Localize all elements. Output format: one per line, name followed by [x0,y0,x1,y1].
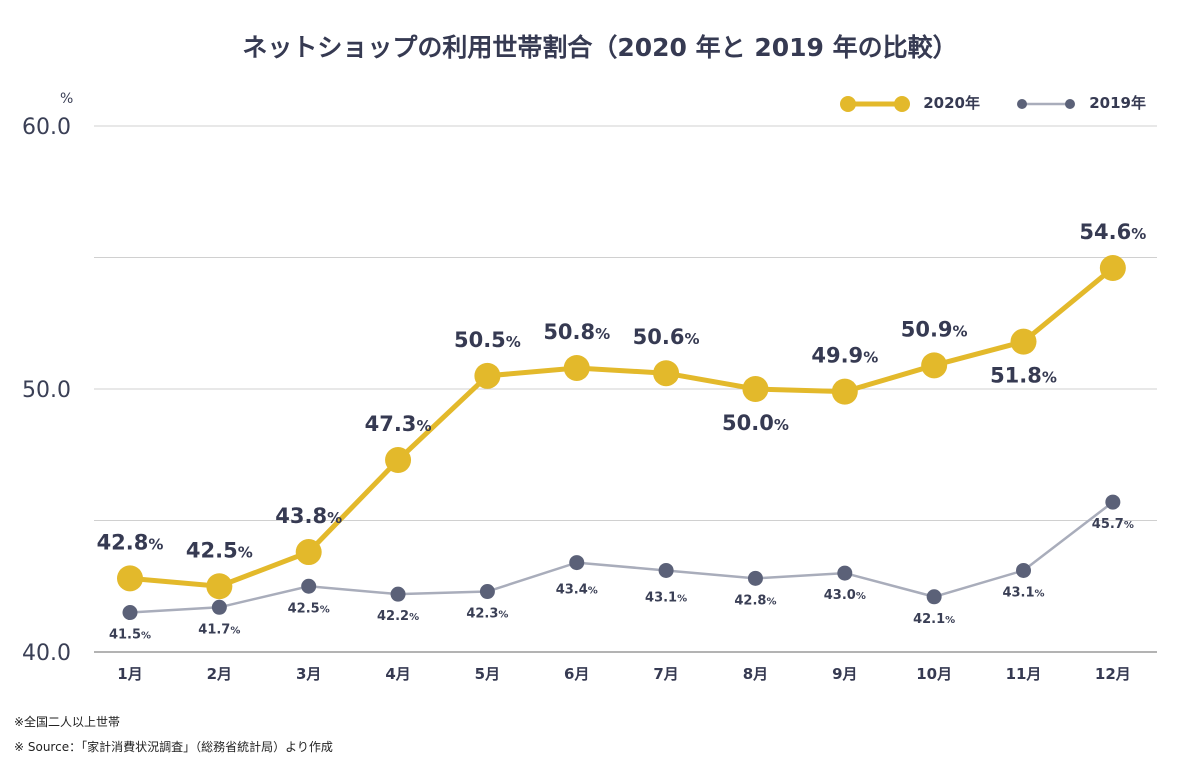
x-tick-label: 5月 [475,665,500,683]
data-point-2019 [926,589,942,605]
legend-label-2020: 2020年 [923,94,980,112]
data-point-2019 [569,555,585,571]
legend-swatch-2020 [840,95,910,112]
data-point-2019 [1016,562,1031,578]
data-point-2020 [742,376,769,402]
x-tick-label: 1月 [117,665,142,683]
x-tick-label: 4月 [385,665,410,683]
data-label-2020: 50.0% [722,411,789,435]
y-tick-label: 60.0 [22,115,71,140]
footnote-households: ※全国二人以上世帯 [14,715,121,729]
x-tick-label: 2月 [207,665,232,683]
data-label-2019: 43.1% [1002,585,1044,600]
data-label-2019: 43.1% [645,590,687,605]
data-point-2020 [1099,255,1126,282]
legend-label-2019: 2019年 [1089,94,1146,112]
data-label-2020: 51.8% [990,364,1057,388]
data-point-2019 [837,565,853,581]
legend-item-2020: 2020年 [838,92,980,114]
data-point-2019 [211,599,227,615]
legend-swatch-2019 [1017,98,1075,109]
data-point-2020 [921,352,948,379]
data-point-2019 [390,586,406,602]
data-point-2019 [747,570,763,586]
data-label-2020: 49.9% [811,344,878,368]
data-point-2020 [831,378,858,405]
footnote-source: ※ Source：「家計消費状況調査」（総務省統計局）より作成 [14,740,333,754]
data-point-2019 [122,605,138,621]
data-point-2019 [658,562,674,578]
data-label-2019: 42.8% [734,593,776,608]
y-tick-label: 50.0 [22,378,71,403]
data-label-2020: 42.8% [97,530,164,554]
data-point-2020 [295,539,322,566]
data-label-2019: 42.5% [288,601,330,616]
data-label-2019: 42.3% [466,607,508,622]
data-label-2019: 43.4% [556,583,598,598]
data-label-2019: 42.1% [913,612,955,627]
data-point-2020 [563,354,590,381]
x-tick-label: 3月 [296,665,321,683]
x-tick-label: 10月 [916,665,952,683]
data-point-2020 [385,447,412,474]
x-tick-label: 9月 [832,665,857,683]
data-label-2020: 42.5% [186,538,253,562]
data-label-2020: 54.6% [1079,220,1146,244]
data-point-2019 [479,584,495,600]
legend-item-2019: 2019年 [1014,92,1146,114]
data-label-2020: 50.5% [454,328,521,352]
data-label-2019: 41.5% [109,628,151,643]
data-point-2019 [1105,494,1121,510]
data-label-2020: 50.9% [901,317,968,341]
data-label-2020: 50.8% [543,320,610,344]
data-label-2019: 45.7% [1092,517,1134,532]
data-label-2019: 41.7% [198,622,240,637]
data-point-2020 [117,565,143,592]
data-label-2019: 42.2% [377,609,419,624]
series-line-2019 [129,501,1114,614]
data-point-2020 [206,573,233,600]
data-label-2020: 50.6% [633,325,700,349]
x-tick-label: 11月 [1006,665,1042,683]
data-label-2020: 43.8% [275,504,342,528]
data-label-2020: 47.3% [365,412,432,436]
data-point-2020 [653,360,680,387]
data-label-2019: 43.0% [824,588,866,603]
x-tick-label: 6月 [564,665,589,683]
chart-title: ネットショップの利用世帯割合（2020 年と 2019 年の比較） [242,33,958,62]
series-line-2020 [129,266,1115,589]
x-tick-label: 8月 [743,665,768,683]
y-tick-label: 40.0 [22,641,71,666]
x-tick-label: 7月 [653,665,678,683]
data-point-2019 [301,578,317,594]
y-axis-unit: % [60,91,73,107]
x-tick-label: 12月 [1095,665,1131,683]
data-point-2020 [474,362,501,389]
data-point-2020 [1010,328,1037,355]
